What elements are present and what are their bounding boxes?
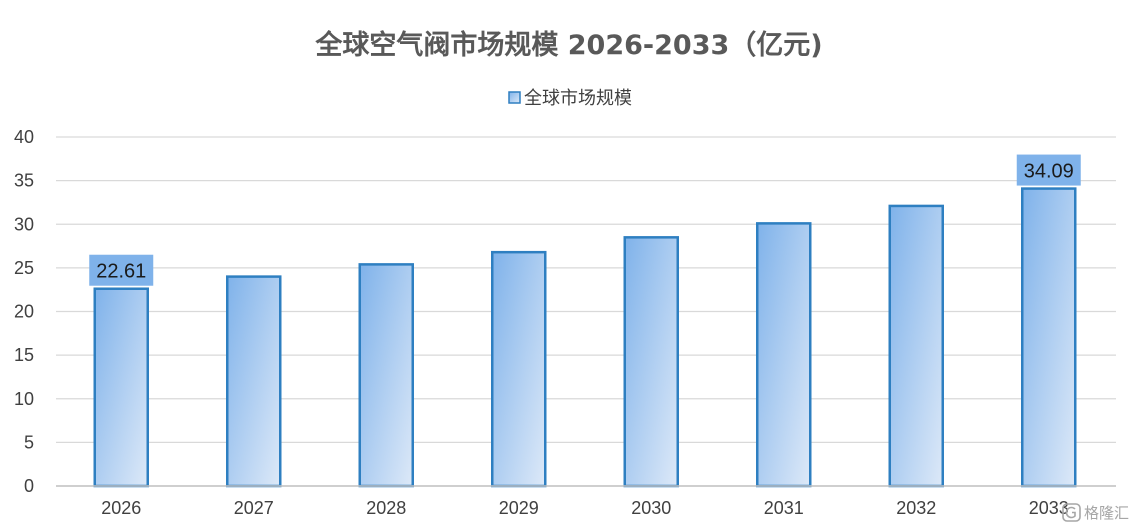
chart-title: 全球空气阀市场规模 2026-2033（亿元) (314, 29, 822, 61)
legend-swatch (508, 91, 521, 104)
data-label-2033: 34.09 (1016, 154, 1081, 186)
x-axis-ticks: 2026 2027 2028 2029 2030 2031 2032 2033 (101, 498, 1069, 518)
bar-2026 (93, 287, 149, 488)
x-tick-label: 2029 (499, 498, 539, 518)
y-tick-label: 5 (24, 432, 34, 452)
bar-2033 (1021, 187, 1077, 488)
watermark: 格隆汇 (1062, 503, 1129, 522)
bar-2030 (623, 236, 679, 488)
x-tick-label: 2026 (101, 498, 141, 518)
gelonghui-logo-icon (1062, 503, 1081, 522)
bar-2027 (226, 275, 282, 488)
data-label-box (89, 254, 154, 286)
x-tick-label: 2027 (234, 498, 274, 518)
y-tick-label: 25 (14, 258, 34, 278)
data-label-text: 34.09 (1024, 161, 1074, 183)
y-tick-label: 35 (14, 171, 34, 191)
bar-2029 (491, 250, 547, 488)
y-axis-ticks: 0 5 10 15 20 25 30 35 40 (14, 127, 34, 496)
bar-2031 (756, 222, 812, 488)
x-tick-label: 2033 (1029, 498, 1069, 518)
legend: 全球市场规模 (508, 88, 632, 109)
watermark-text: 格隆汇 (1084, 504, 1129, 522)
y-tick-label: 40 (14, 127, 34, 147)
bars (93, 187, 1077, 488)
x-tick-label: 2030 (631, 498, 671, 518)
y-tick-label: 0 (24, 476, 34, 496)
y-tick-label: 30 (14, 214, 34, 234)
data-label-text: 22.61 (96, 261, 146, 283)
data-labels: 22.61 34.09 (89, 154, 1081, 286)
x-tick-label: 2031 (764, 498, 804, 518)
legend-label: 全球市场规模 (524, 88, 632, 109)
bar-2032 (888, 204, 944, 488)
x-tick-label: 2032 (896, 498, 936, 518)
y-tick-label: 20 (14, 302, 34, 322)
gridlines (56, 136, 1116, 443)
x-tick-label: 2028 (366, 498, 406, 518)
bar-2028 (358, 263, 414, 488)
data-label-2026: 22.61 (89, 254, 154, 286)
y-tick-label: 10 (14, 389, 34, 409)
y-tick-label: 15 (14, 345, 34, 365)
data-label-box (1016, 154, 1081, 186)
